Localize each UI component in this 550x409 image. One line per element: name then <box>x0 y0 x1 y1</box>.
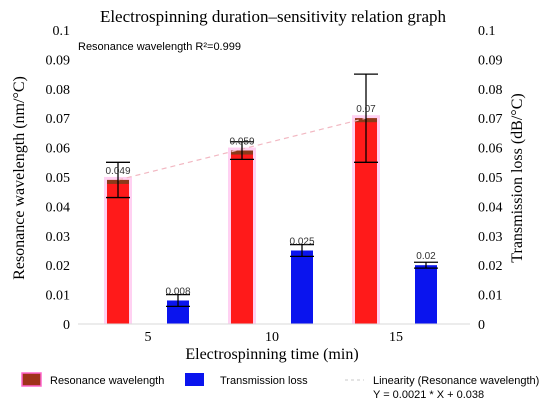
y-tick-right-label: 0 <box>478 318 485 333</box>
bar-transmission <box>291 250 313 324</box>
y-tick-left-label: 0.04 <box>46 200 71 215</box>
y-tick-right-label: 0.01 <box>478 289 503 304</box>
y-axis-right-label: Transmission loss (dB/°C) <box>509 93 526 262</box>
y-tick-left-label: 0.02 <box>46 259 71 274</box>
data-label: 0.059 <box>229 137 254 148</box>
y-ticks-right: 0 0.01 0.02 0.03 0.04 0.05 0.06 0.07 0.08 0.09 0.1 <box>478 24 503 333</box>
bar-resonance <box>231 150 253 324</box>
x-axis-label: Electrospinning time (min) <box>185 346 358 363</box>
x-tick-label: 10 <box>265 330 279 345</box>
data-label: 0.025 <box>289 237 314 248</box>
legend-label-trendline: Linearity (Resonance wavelength) <box>373 375 539 387</box>
y-tick-left-label: 0.03 <box>46 230 71 245</box>
x-ticks: 5 10 15 <box>145 330 404 345</box>
chart-title: Electrospinning duration–sensitivity rel… <box>100 7 447 26</box>
legend: Resonance wavelength Transmission loss L… <box>21 372 539 401</box>
y-tick-right-label: 0.07 <box>478 112 503 127</box>
y-axis-left-label: Resonance wavelength (nm/°C) <box>11 76 28 280</box>
y-tick-left-label: 0.01 <box>46 289 71 304</box>
y-tick-right-label: 0.06 <box>478 142 503 157</box>
y-tick-right-label: 0.1 <box>478 24 496 39</box>
trendline-equation: Y = 0.0021 * X + 0.038 <box>373 389 484 401</box>
data-label: 0.07 <box>356 104 376 115</box>
r-squared-annotation: Resonance wavelength R²=0.999 <box>78 41 241 53</box>
y-tick-left-label: 0.08 <box>46 83 71 98</box>
bar-resonance <box>355 118 377 324</box>
data-labels: 0.049 0.059 0.07 0.008 0.025 0.02 <box>105 104 436 297</box>
y-tick-left-label: 0.09 <box>46 53 71 68</box>
y-tick-left-label: 0.1 <box>53 24 71 39</box>
y-tick-right-label: 0.02 <box>478 259 503 274</box>
bar-transmission <box>415 265 437 324</box>
data-label: 0.008 <box>165 286 190 297</box>
data-label: 0.049 <box>105 166 130 177</box>
y-tick-left-label: 0.07 <box>46 112 71 127</box>
y-ticks-left: 0 0.01 0.02 0.03 0.04 0.05 0.06 0.07 0.08 0.09 0.1 <box>46 24 71 333</box>
legend-swatch-transmission <box>185 373 204 386</box>
legend-label-resonance: Resonance wavelength <box>50 375 164 387</box>
x-tick-label: 5 <box>145 330 152 345</box>
y-tick-right-label: 0.04 <box>478 200 503 215</box>
y-tick-left-label: 0.06 <box>46 142 71 157</box>
error-bars <box>106 73 438 308</box>
y-tick-left-label: 0.05 <box>46 171 71 186</box>
y-tick-right-label: 0.05 <box>478 171 503 186</box>
legend-swatch-resonance <box>21 372 42 387</box>
legend-label-transmission: Transmission loss <box>220 375 308 387</box>
bars <box>104 115 437 324</box>
y-tick-right-label: 0.09 <box>478 53 503 68</box>
y-tick-right-label: 0.03 <box>478 230 503 245</box>
y-tick-right-label: 0.08 <box>478 83 503 98</box>
data-label: 0.02 <box>416 251 436 262</box>
bar-resonance <box>107 179 129 324</box>
x-tick-label: 15 <box>389 330 403 345</box>
y-tick-left-label: 0 <box>63 318 70 333</box>
